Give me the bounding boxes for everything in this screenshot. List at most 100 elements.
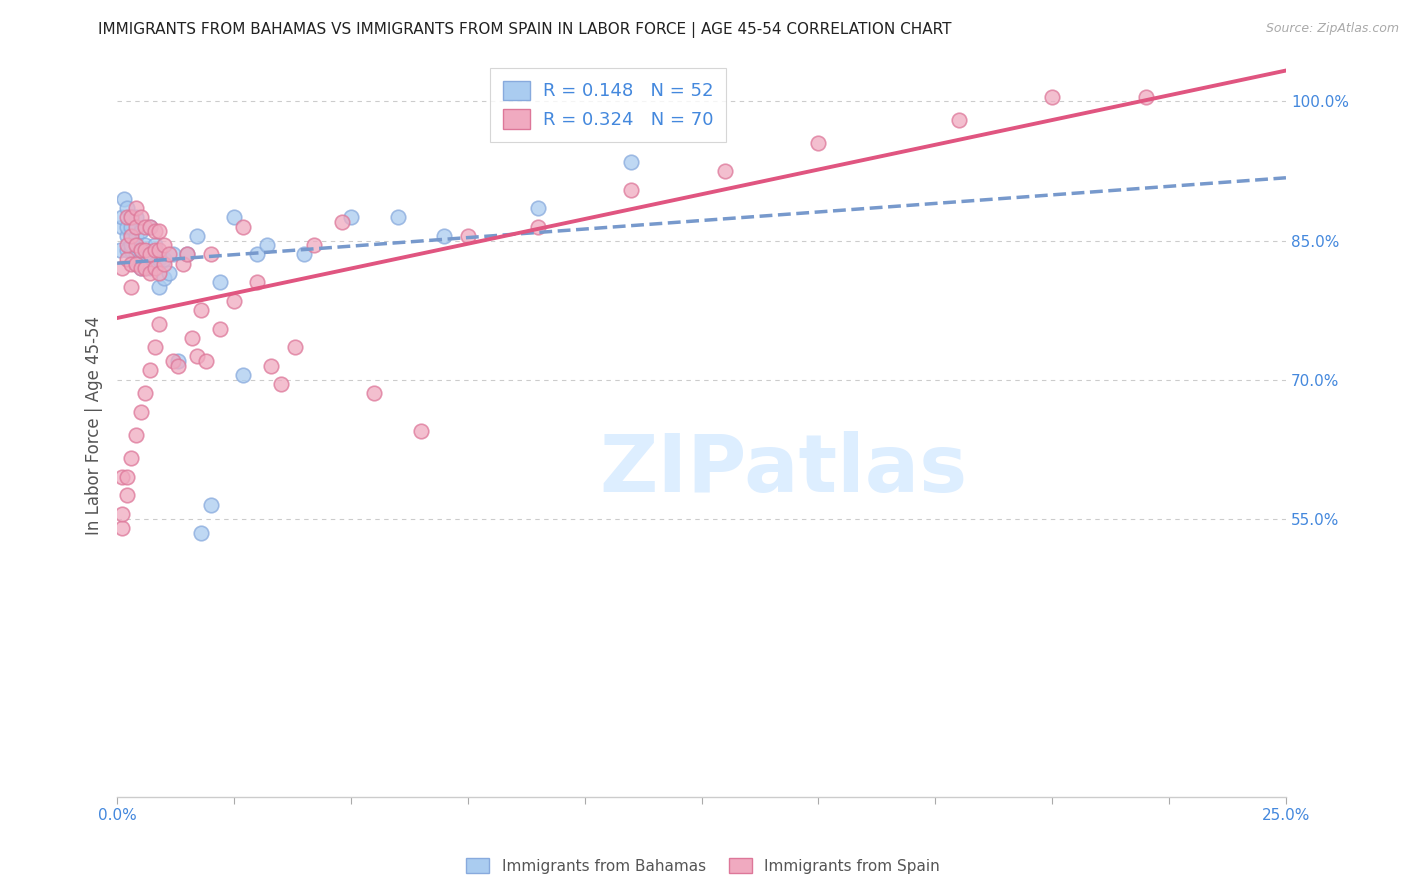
Point <box>120 211 142 225</box>
Point <box>120 219 142 234</box>
Point <box>387 211 409 225</box>
Point <box>115 252 138 266</box>
Point <box>186 350 208 364</box>
Point <box>139 363 162 377</box>
Point <box>129 224 152 238</box>
Point <box>270 377 292 392</box>
Point <box>246 247 269 261</box>
Point <box>363 386 385 401</box>
Point <box>330 215 353 229</box>
Point <box>120 243 142 257</box>
Point <box>129 252 152 266</box>
Text: ZIPatlas: ZIPatlas <box>599 432 967 509</box>
Point <box>129 261 152 276</box>
Point <box>129 243 152 257</box>
Point <box>143 261 166 276</box>
Text: Source: ZipAtlas.com: Source: ZipAtlas.com <box>1265 22 1399 36</box>
Point <box>148 266 170 280</box>
Point <box>115 219 138 234</box>
Point <box>148 224 170 238</box>
Point <box>620 154 643 169</box>
Point <box>125 211 148 225</box>
Point <box>527 201 550 215</box>
Point <box>139 219 162 234</box>
Point <box>129 261 152 276</box>
Point <box>120 228 142 243</box>
Point <box>190 303 212 318</box>
Point <box>115 201 138 215</box>
Point <box>260 359 283 373</box>
Point <box>256 238 278 252</box>
Point <box>176 247 198 261</box>
Point <box>1040 90 1063 104</box>
Point <box>115 470 138 484</box>
Point <box>125 247 148 261</box>
Point <box>176 247 198 261</box>
Point <box>125 201 148 215</box>
Point <box>948 113 970 128</box>
Point <box>157 247 180 261</box>
Point <box>111 521 134 535</box>
Point <box>134 261 156 276</box>
Point <box>302 238 325 252</box>
Point <box>129 405 152 419</box>
Point <box>108 243 131 257</box>
Point <box>153 238 176 252</box>
Point <box>143 340 166 354</box>
Point <box>111 211 134 225</box>
Point <box>162 247 184 261</box>
Point <box>125 257 148 271</box>
Point <box>112 192 135 206</box>
Point <box>134 219 156 234</box>
Point <box>115 243 138 257</box>
Point <box>143 238 166 252</box>
Point <box>120 211 142 225</box>
Point <box>115 238 138 252</box>
Point <box>120 280 142 294</box>
Point <box>139 261 162 276</box>
Point <box>292 247 315 261</box>
Point <box>125 228 148 243</box>
Point <box>120 451 142 466</box>
Point <box>139 266 162 280</box>
Point <box>246 275 269 289</box>
Point <box>714 164 737 178</box>
Point <box>129 211 152 225</box>
Legend: R = 0.148   N = 52, R = 0.324   N = 70: R = 0.148 N = 52, R = 0.324 N = 70 <box>491 68 725 142</box>
Point <box>340 211 363 225</box>
Point <box>139 247 162 261</box>
Point <box>232 219 254 234</box>
Point <box>111 507 134 521</box>
Point <box>125 219 148 234</box>
Point <box>129 243 152 257</box>
Point <box>527 219 550 234</box>
Point <box>134 243 156 257</box>
Point <box>120 238 142 252</box>
Point <box>181 331 204 345</box>
Point <box>186 228 208 243</box>
Point <box>148 252 170 266</box>
Point <box>125 238 148 252</box>
Point <box>115 228 138 243</box>
Point <box>162 354 184 368</box>
Point <box>195 354 218 368</box>
Legend: Immigrants from Bahamas, Immigrants from Spain: Immigrants from Bahamas, Immigrants from… <box>460 852 946 880</box>
Point <box>172 257 194 271</box>
Point <box>134 238 156 252</box>
Point <box>1135 90 1157 104</box>
Text: IMMIGRANTS FROM BAHAMAS VS IMMIGRANTS FROM SPAIN IN LABOR FORCE | AGE 45-54 CORR: IMMIGRANTS FROM BAHAMAS VS IMMIGRANTS FR… <box>98 22 952 38</box>
Point <box>222 293 245 308</box>
Point <box>209 321 232 335</box>
Point <box>284 340 307 354</box>
Point <box>134 261 156 276</box>
Point <box>200 498 222 512</box>
Point <box>111 219 134 234</box>
Point <box>148 280 170 294</box>
Point <box>139 219 162 234</box>
Point <box>190 525 212 540</box>
Point <box>153 270 176 285</box>
Point <box>139 247 162 261</box>
Point <box>148 317 170 331</box>
Point <box>120 228 142 243</box>
Point <box>209 275 232 289</box>
